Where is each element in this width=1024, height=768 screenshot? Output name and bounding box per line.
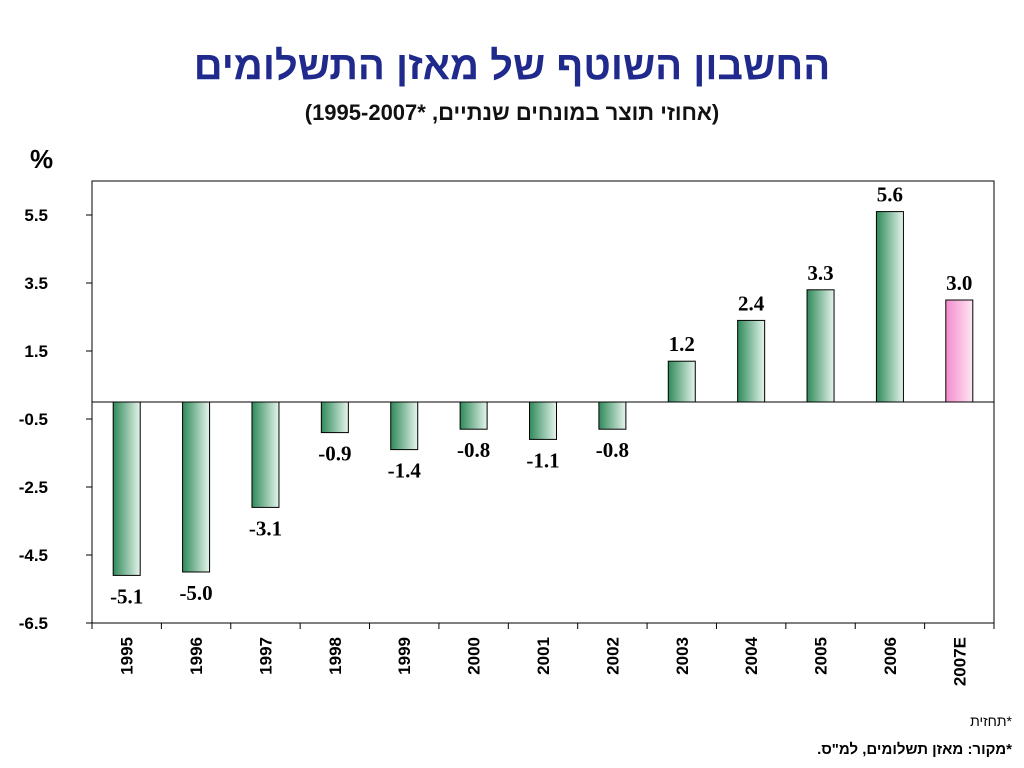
x-tick-label-2004: 2004 bbox=[742, 636, 761, 674]
data-label-2006: 5.6 bbox=[877, 183, 903, 207]
bar-1998 bbox=[320, 401, 349, 434]
data-label-1998: -0.9 bbox=[318, 442, 351, 466]
y-tick-label: -2.5 bbox=[19, 478, 48, 497]
bars bbox=[112, 211, 974, 576]
bar-2004 bbox=[737, 319, 766, 403]
bar-1999 bbox=[390, 401, 419, 451]
y-tick-label: -0.5 bbox=[19, 410, 48, 429]
data-label-1996: -5.0 bbox=[179, 581, 212, 605]
bar-1997 bbox=[251, 401, 280, 508]
forecast-footnote: *תחזית bbox=[970, 713, 1012, 729]
data-label-2003: 1.2 bbox=[669, 332, 695, 356]
x-tick-label-1998: 1998 bbox=[326, 637, 345, 675]
data-labels: -5.1 -5.0 -3.1 -0.9 -1.4 -0.8 -1.1 -0.8 1.2 2.4 3.… bbox=[110, 183, 972, 609]
y-tick-label: 5.5 bbox=[24, 206, 48, 225]
x-axis: 1995 1996 1997 1998 1999 2000 2001 2002 2003 2004… bbox=[91, 623, 995, 686]
bar-1995 bbox=[112, 401, 141, 576]
x-tick-label-2000: 2000 bbox=[465, 637, 484, 675]
x-tick-label-1995: 1995 bbox=[118, 637, 137, 675]
bar-2007E bbox=[945, 299, 974, 403]
x-tick-label-2001: 2001 bbox=[534, 637, 553, 675]
data-label-2007E: 3.0 bbox=[946, 271, 972, 295]
bar-1996 bbox=[182, 401, 211, 573]
x-tick-label-2003: 2003 bbox=[673, 637, 692, 675]
data-label-2000: -0.8 bbox=[457, 438, 490, 462]
data-label-2001: -1.1 bbox=[526, 448, 559, 472]
x-tick-label-1999: 1999 bbox=[395, 637, 414, 675]
data-label-2005: 3.3 bbox=[807, 261, 833, 285]
chart-subtitle: (אחוזי תוצר במונחים שנתיים, *1995-2007) bbox=[304, 100, 720, 125]
x-tick-label-2006: 2006 bbox=[881, 637, 900, 675]
y-axis: 5.5 3.5 1.5 -0.5 -2.5 -4.5 -6.5 bbox=[19, 206, 92, 633]
y-tick-label: 3.5 bbox=[24, 274, 48, 293]
y-tick-label: -4.5 bbox=[19, 546, 48, 565]
x-tick-label-1996: 1996 bbox=[187, 637, 206, 675]
bar-2001 bbox=[529, 401, 557, 440]
x-tick-label-2005: 2005 bbox=[812, 637, 831, 675]
bar-2005 bbox=[806, 289, 835, 403]
bar-2002 bbox=[598, 401, 627, 430]
data-label-2002: -0.8 bbox=[596, 438, 629, 462]
bar-2000 bbox=[459, 401, 488, 430]
y-tick-label: -6.5 bbox=[19, 614, 48, 633]
bar-2003 bbox=[667, 360, 696, 403]
data-label-1999: -1.4 bbox=[388, 459, 422, 483]
chart-title: החשבון השוטף של מאזן התשלומים bbox=[193, 44, 831, 88]
bar-2006 bbox=[875, 211, 904, 403]
y-tick-label: 1.5 bbox=[24, 342, 48, 361]
x-tick-label-1997: 1997 bbox=[256, 637, 275, 675]
x-tick-label-2002: 2002 bbox=[603, 637, 622, 675]
x-tick-label-2007E: 2007E bbox=[950, 637, 969, 686]
y-axis-unit: % bbox=[30, 144, 54, 174]
source-footnote: *מקור: מאזן תשלומים, למ"ס. bbox=[817, 741, 1012, 758]
data-label-1997: -3.1 bbox=[249, 516, 282, 540]
data-label-1995: -5.1 bbox=[110, 584, 143, 608]
data-label-2004: 2.4 bbox=[738, 291, 765, 315]
